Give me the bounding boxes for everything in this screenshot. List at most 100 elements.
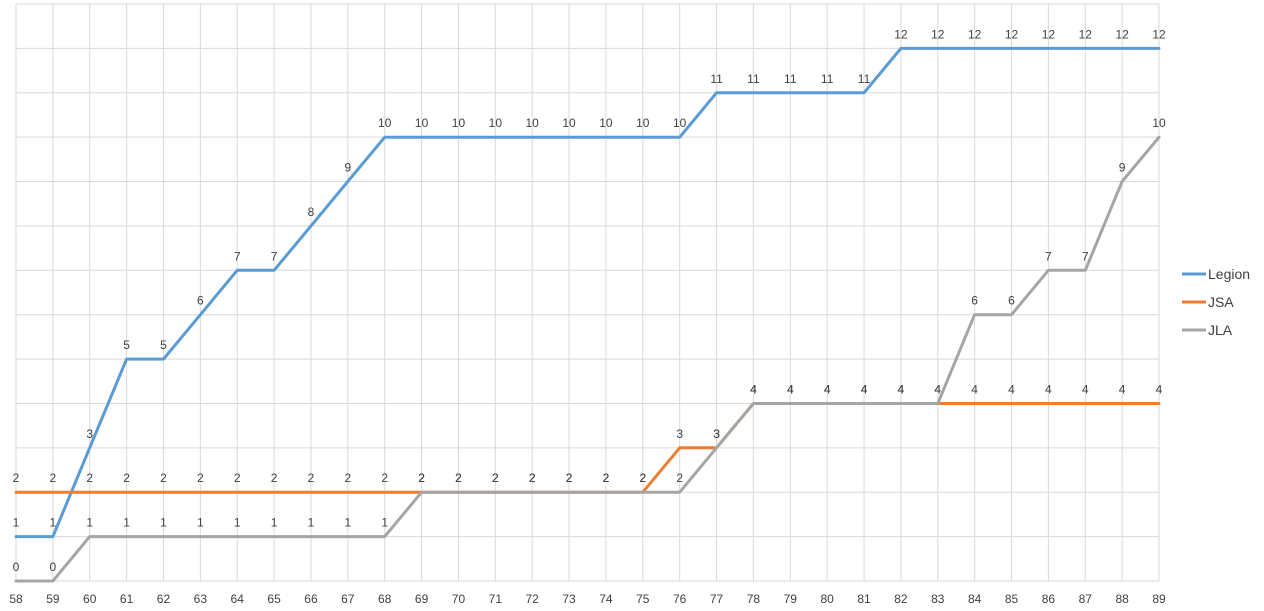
- data-label-legion: 10: [599, 116, 613, 130]
- data-label-jla: 2: [676, 471, 683, 485]
- data-label-legion: 6: [197, 294, 204, 308]
- data-label-jsa: 2: [234, 471, 241, 485]
- x-tick-label: 84: [968, 592, 982, 606]
- data-label-jla: 6: [971, 294, 978, 308]
- x-tick-label: 66: [304, 592, 318, 606]
- data-label-jla: 9: [1119, 161, 1126, 175]
- data-label-jla: 1: [271, 516, 278, 530]
- data-label-jla: 10: [1152, 116, 1166, 130]
- data-label-legion: 7: [271, 249, 278, 263]
- data-label-jla: 2: [603, 471, 610, 485]
- data-label-legion: 10: [673, 116, 687, 130]
- x-tick-label: 60: [83, 592, 97, 606]
- data-label-jla: 1: [197, 516, 204, 530]
- data-label-legion: 12: [1152, 27, 1166, 41]
- x-tick-label: 75: [636, 592, 650, 606]
- data-label-jsa: 3: [676, 427, 683, 441]
- data-label-jsa: 2: [455, 471, 462, 485]
- data-label-jsa: 2: [381, 471, 388, 485]
- legend-label-legion: Legion: [1208, 266, 1250, 282]
- x-tick-label: 88: [1115, 592, 1129, 606]
- legend: Legion JSA JLA: [1182, 266, 1250, 338]
- data-label-jla: 1: [381, 516, 388, 530]
- data-label-jsa: 4: [750, 382, 757, 396]
- x-tick-label: 78: [747, 592, 761, 606]
- data-label-jla: 1: [344, 516, 351, 530]
- x-tick-label: 82: [894, 592, 908, 606]
- data-label-legion: 7: [234, 249, 241, 263]
- x-tick-label: 62: [157, 592, 171, 606]
- data-label-legion: 12: [1005, 27, 1019, 41]
- x-tick-label: 58: [9, 592, 23, 606]
- grid: [15, 3, 1160, 582]
- data-label-jsa: 3: [713, 427, 720, 441]
- data-label-legion: 1: [50, 516, 57, 530]
- x-tick-label: 73: [562, 592, 576, 606]
- legend-label-jsa: JSA: [1208, 294, 1234, 310]
- data-label-jsa: 2: [86, 471, 93, 485]
- data-label-legion: 12: [1079, 27, 1093, 41]
- x-tick-label: 85: [1005, 592, 1019, 606]
- data-label-jsa: 4: [787, 382, 794, 396]
- data-label-legion: 11: [784, 72, 797, 86]
- data-label-legion: 12: [968, 27, 982, 41]
- x-tick-label: 81: [857, 592, 871, 606]
- x-tick-label: 76: [673, 592, 687, 606]
- data-label-jsa: 2: [197, 471, 204, 485]
- x-tick-label: 71: [489, 592, 503, 606]
- x-tick-label: 83: [931, 592, 945, 606]
- data-label-jsa: 4: [1045, 382, 1052, 396]
- data-label-legion: 12: [931, 27, 945, 41]
- data-label-jsa: 4: [934, 382, 941, 396]
- data-label-jsa: 4: [1119, 382, 1126, 396]
- data-label-legion: 1: [13, 516, 20, 530]
- data-label-legion: 10: [562, 116, 576, 130]
- data-label-legion: 10: [636, 116, 650, 130]
- data-label-jla: 2: [529, 471, 536, 485]
- data-label-jla: 4: [934, 382, 941, 396]
- data-label-legion: 10: [526, 116, 540, 130]
- data-label-jla: 0: [13, 560, 20, 574]
- data-label-jla: 1: [308, 516, 315, 530]
- x-axis-ticks: 58 59 60 61 62 63 64 65 66 67 68 69 70 71 72 73 74 75 76 77…: [9, 592, 1166, 606]
- data-label-jla: 1: [123, 516, 130, 530]
- data-label-jla: 1: [86, 516, 93, 530]
- data-label-legion: 10: [415, 116, 429, 130]
- data-label-jla: 4: [824, 382, 831, 396]
- x-tick-label: 87: [1079, 592, 1093, 606]
- series-line-legion: [14, 46, 1161, 539]
- data-label-jsa: 4: [824, 382, 831, 396]
- data-label-jsa: 2: [529, 471, 536, 485]
- x-tick-label: 67: [341, 592, 355, 606]
- data-label-jsa: 2: [308, 471, 315, 485]
- data-label-jla: 2: [492, 471, 499, 485]
- x-tick-label: 80: [820, 592, 834, 606]
- x-tick-label: 63: [194, 592, 208, 606]
- data-label-legion: 11: [858, 72, 871, 86]
- data-label-legion: 3: [86, 427, 93, 441]
- data-label-jsa: 2: [492, 471, 499, 485]
- data-label-jsa: 4: [861, 382, 868, 396]
- data-label-jsa: 2: [639, 471, 646, 485]
- data-label-jla: 1: [234, 516, 241, 530]
- series-line-jla: [14, 135, 1161, 583]
- data-label-jsa: 4: [1156, 382, 1163, 396]
- data-label-jsa: 2: [271, 471, 278, 485]
- series-lines: [14, 46, 1161, 583]
- data-label-jla: 1: [160, 516, 167, 530]
- data-label-jla: 4: [898, 382, 905, 396]
- data-label-jla: 0: [50, 560, 57, 574]
- data-label-jsa: 4: [898, 382, 905, 396]
- data-label-jsa: 4: [1082, 382, 1089, 396]
- data-label-jla: 7: [1045, 249, 1052, 263]
- x-tick-label: 72: [526, 592, 540, 606]
- x-tick-label: 89: [1152, 592, 1166, 606]
- data-label-jsa: 2: [418, 471, 425, 485]
- x-tick-label: 77: [710, 592, 724, 606]
- data-label-jla: 3: [713, 427, 720, 441]
- data-label-legion: 11: [821, 72, 834, 86]
- data-label-jsa: 2: [13, 471, 20, 485]
- data-label-jla: 4: [787, 382, 794, 396]
- data-label-legion: 5: [123, 338, 130, 352]
